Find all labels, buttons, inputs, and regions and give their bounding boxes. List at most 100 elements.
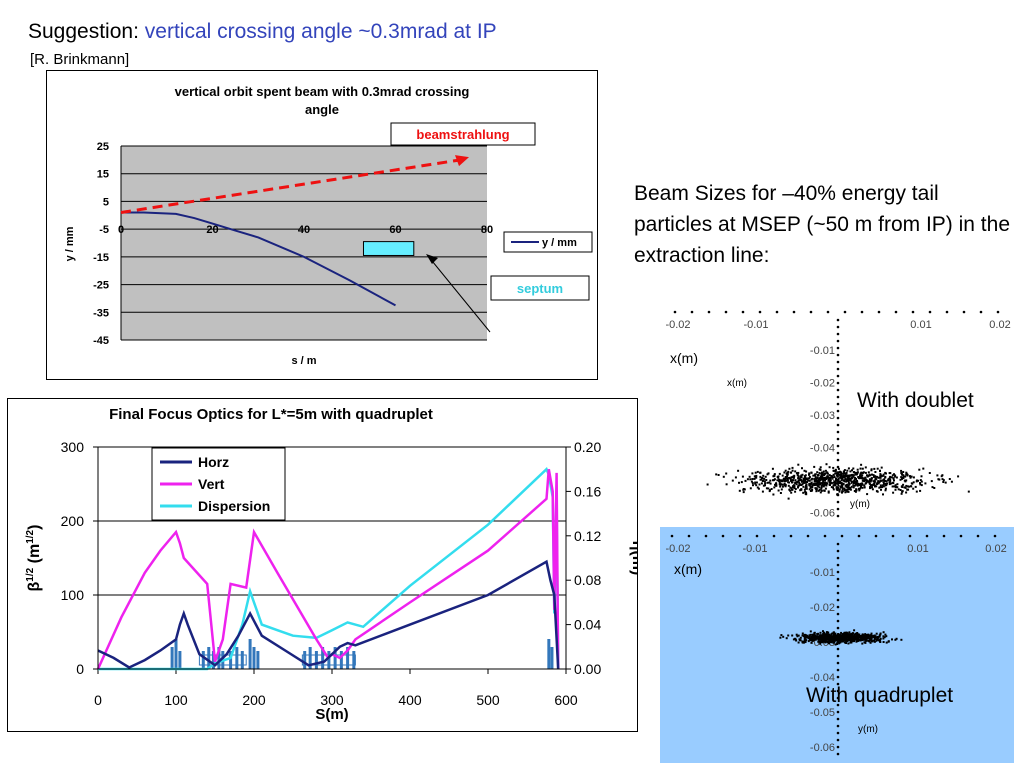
particle bbox=[829, 482, 832, 485]
particle bbox=[847, 481, 850, 484]
doublet-particle-cloud bbox=[706, 463, 970, 500]
particle bbox=[862, 479, 865, 482]
x-tick: 0.01 bbox=[910, 319, 931, 331]
particle bbox=[858, 489, 861, 492]
particle bbox=[818, 472, 821, 475]
particle bbox=[864, 476, 867, 479]
particle bbox=[783, 482, 786, 485]
axis-dot bbox=[836, 675, 840, 679]
orbit-x-tick: 40 bbox=[298, 224, 310, 236]
particle bbox=[738, 489, 741, 492]
particle bbox=[824, 469, 827, 472]
particle bbox=[811, 488, 814, 491]
particle bbox=[903, 479, 906, 482]
particle bbox=[824, 481, 827, 484]
particle bbox=[795, 483, 798, 486]
particle bbox=[821, 472, 824, 475]
particle bbox=[874, 471, 877, 473]
particle bbox=[860, 637, 863, 640]
particle bbox=[832, 488, 835, 491]
particle bbox=[873, 639, 875, 642]
particle bbox=[869, 634, 872, 637]
particle bbox=[841, 476, 844, 479]
particle bbox=[754, 475, 757, 478]
axis-dot bbox=[836, 360, 840, 364]
particle bbox=[788, 476, 791, 479]
particle bbox=[821, 641, 824, 644]
particle bbox=[818, 486, 821, 489]
particle bbox=[941, 478, 944, 481]
particle bbox=[874, 635, 877, 638]
particle bbox=[833, 475, 836, 478]
particle bbox=[894, 638, 897, 641]
particle bbox=[850, 481, 853, 484]
particle bbox=[884, 633, 887, 636]
particle bbox=[849, 487, 852, 490]
axis-dot bbox=[836, 598, 840, 602]
particle bbox=[793, 485, 796, 488]
particle bbox=[849, 638, 852, 641]
particle bbox=[885, 641, 888, 644]
particle bbox=[769, 479, 772, 482]
particle bbox=[797, 641, 800, 644]
particle bbox=[804, 476, 807, 479]
particle bbox=[858, 634, 861, 637]
particle bbox=[742, 488, 745, 491]
particle bbox=[942, 481, 945, 483]
particle bbox=[861, 482, 864, 485]
particle bbox=[909, 475, 911, 478]
particle bbox=[798, 638, 801, 641]
particle bbox=[790, 491, 793, 494]
particle bbox=[823, 640, 826, 643]
particle bbox=[791, 481, 794, 484]
particle bbox=[782, 635, 785, 638]
particle bbox=[825, 636, 828, 639]
particle bbox=[894, 486, 897, 489]
particle bbox=[902, 477, 905, 479]
axis-dot bbox=[806, 534, 810, 538]
particle bbox=[802, 485, 805, 488]
particle bbox=[804, 633, 807, 636]
particle bbox=[875, 636, 878, 639]
particle bbox=[808, 476, 811, 478]
particle bbox=[740, 481, 743, 484]
particle bbox=[828, 639, 831, 642]
particle bbox=[844, 472, 847, 475]
axis-dot bbox=[836, 416, 840, 420]
orbit-y-tick: 25 bbox=[97, 141, 109, 153]
particle bbox=[822, 477, 824, 480]
y-tick: -0.02 bbox=[810, 378, 835, 390]
axis-dot bbox=[836, 388, 840, 392]
particle bbox=[820, 489, 823, 492]
slide-title-highlight: vertical crossing angle ~0.3mrad at IP bbox=[144, 20, 497, 43]
particle bbox=[863, 638, 866, 641]
particle bbox=[816, 477, 819, 480]
optics-magnet bbox=[352, 651, 356, 669]
particle bbox=[785, 637, 788, 640]
particle bbox=[780, 483, 783, 486]
particle bbox=[853, 490, 856, 492]
particle bbox=[832, 484, 835, 487]
particle bbox=[808, 472, 811, 475]
particle bbox=[860, 463, 863, 466]
particle bbox=[859, 485, 862, 488]
orbit-legend bbox=[503, 231, 593, 253]
particle bbox=[820, 474, 823, 477]
particle bbox=[824, 487, 827, 490]
particle bbox=[778, 478, 781, 481]
particle bbox=[801, 473, 804, 476]
particle bbox=[813, 465, 816, 468]
beamstrahlung-arrow bbox=[120, 158, 460, 214]
particle bbox=[861, 486, 864, 489]
x-tick: 0.02 bbox=[989, 319, 1010, 331]
particle bbox=[840, 631, 843, 634]
particle bbox=[868, 634, 870, 637]
particle bbox=[765, 487, 768, 490]
particle bbox=[834, 637, 836, 640]
particle bbox=[784, 469, 787, 472]
particle bbox=[832, 473, 835, 476]
x-tick: -0.01 bbox=[742, 543, 767, 555]
particle bbox=[870, 486, 873, 489]
particle bbox=[852, 637, 854, 640]
particle bbox=[841, 486, 844, 489]
